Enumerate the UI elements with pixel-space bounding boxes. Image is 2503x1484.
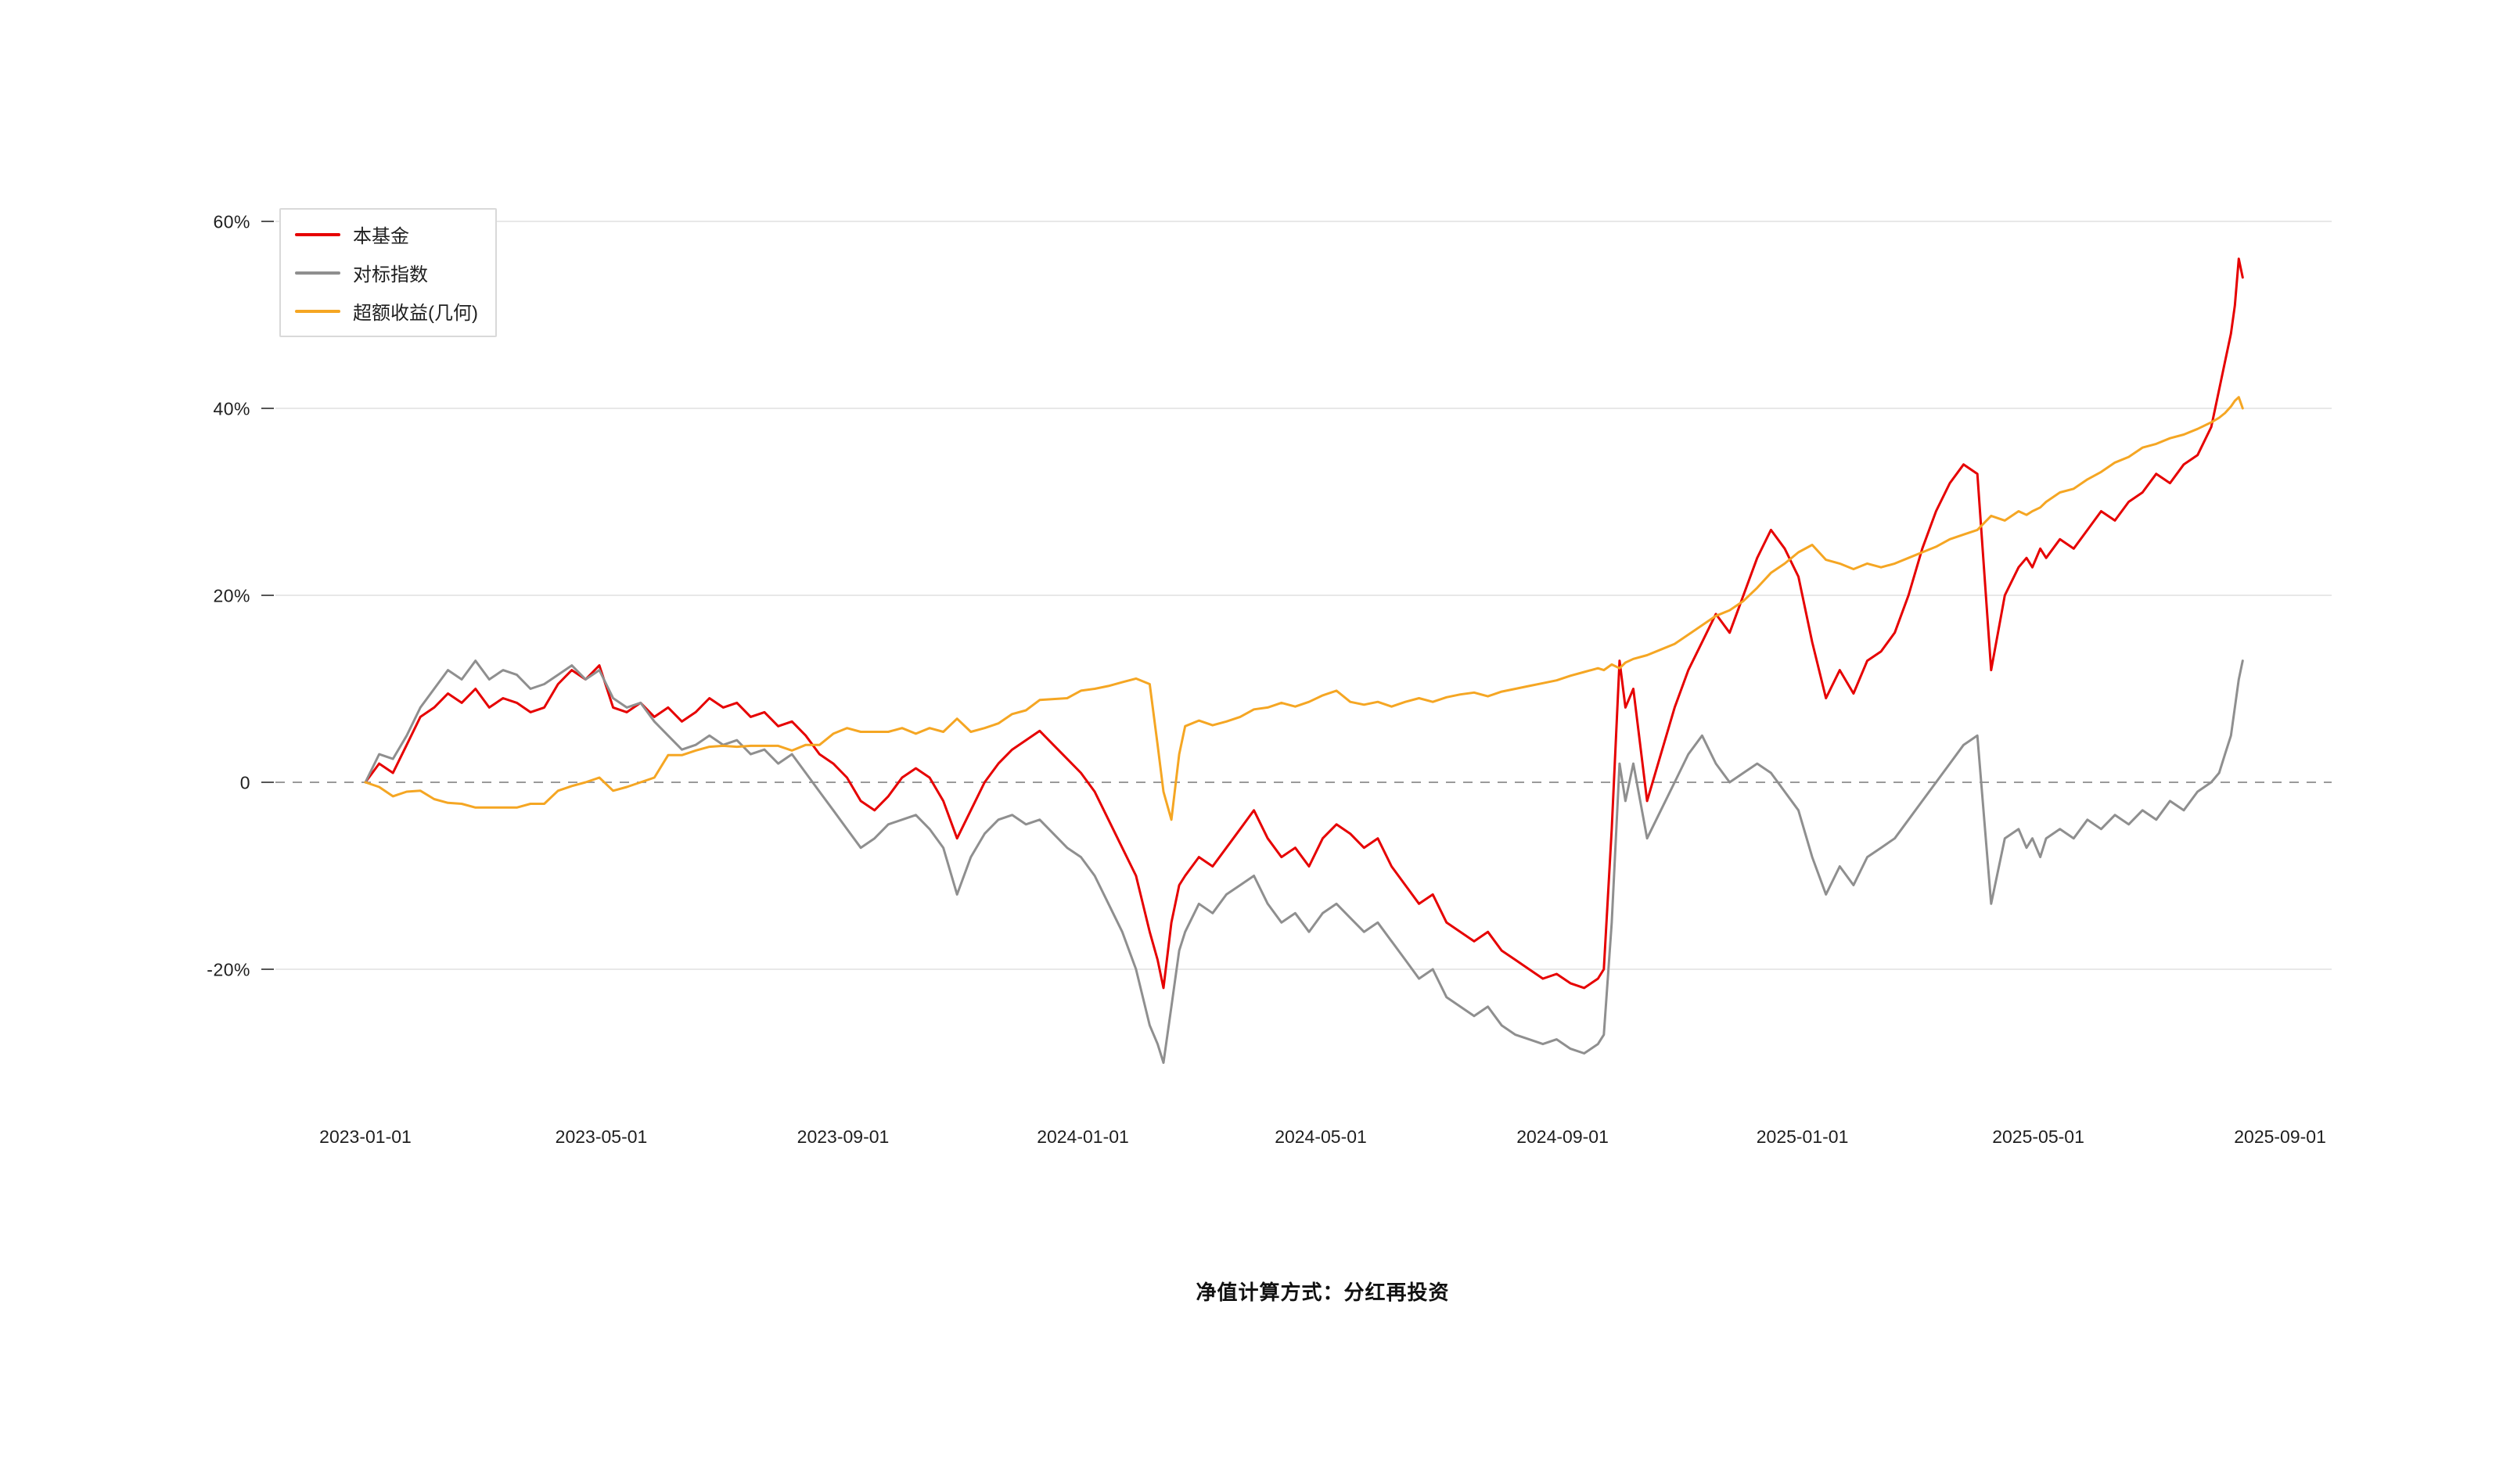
benchmark-line-swatch <box>295 271 340 275</box>
y-tick-label-0: 0 <box>239 772 250 793</box>
y-tick-label-20: 20% <box>213 585 250 606</box>
legend-item-excess: 超额收益(几何) <box>295 297 478 325</box>
legend-label-fund: 本基金 <box>353 226 409 247</box>
y-tick-label-60: 60% <box>213 211 250 232</box>
x-tick-label-6: 2025-01-01 <box>1756 1126 1849 1147</box>
excess-line-swatch <box>295 309 340 313</box>
y-tick-label-40: 40% <box>213 398 250 419</box>
x-tick-label-1: 2023-05-01 <box>555 1126 648 1147</box>
legend-item-benchmark: 对标指数 <box>295 259 478 286</box>
fund-line <box>364 257 2244 990</box>
x-tick-label-2: 2023-09-01 <box>797 1126 890 1147</box>
x-tick-label-0: 2023-01-01 <box>319 1126 412 1147</box>
y-tick-label-neg20: -20% <box>207 959 250 980</box>
legend-label-benchmark: 对标指数 <box>353 264 428 286</box>
x-tick-label-7: 2025-05-01 <box>1992 1126 2084 1147</box>
x-tick-label-4: 2024-05-01 <box>1275 1126 1367 1147</box>
fund-line-swatch <box>295 232 340 236</box>
legend-label-excess: 超额收益(几何) <box>353 303 478 324</box>
benchmark-line <box>364 659 2244 1064</box>
x-tick-label-5: 2024-09-01 <box>1516 1126 1609 1147</box>
legend-item-fund: 本基金 <box>295 221 478 248</box>
x-tick-label-3: 2024-01-01 <box>1037 1126 1129 1147</box>
x-tick-label-8: 2025-09-01 <box>2234 1126 2326 1147</box>
legend: 本基金 对标指数 超额收益(几何) <box>279 208 497 337</box>
excess_return_geometric-line <box>364 396 2244 821</box>
nav-calculation-note: 净值计算方式：分红再投资 <box>1196 1281 1450 1304</box>
